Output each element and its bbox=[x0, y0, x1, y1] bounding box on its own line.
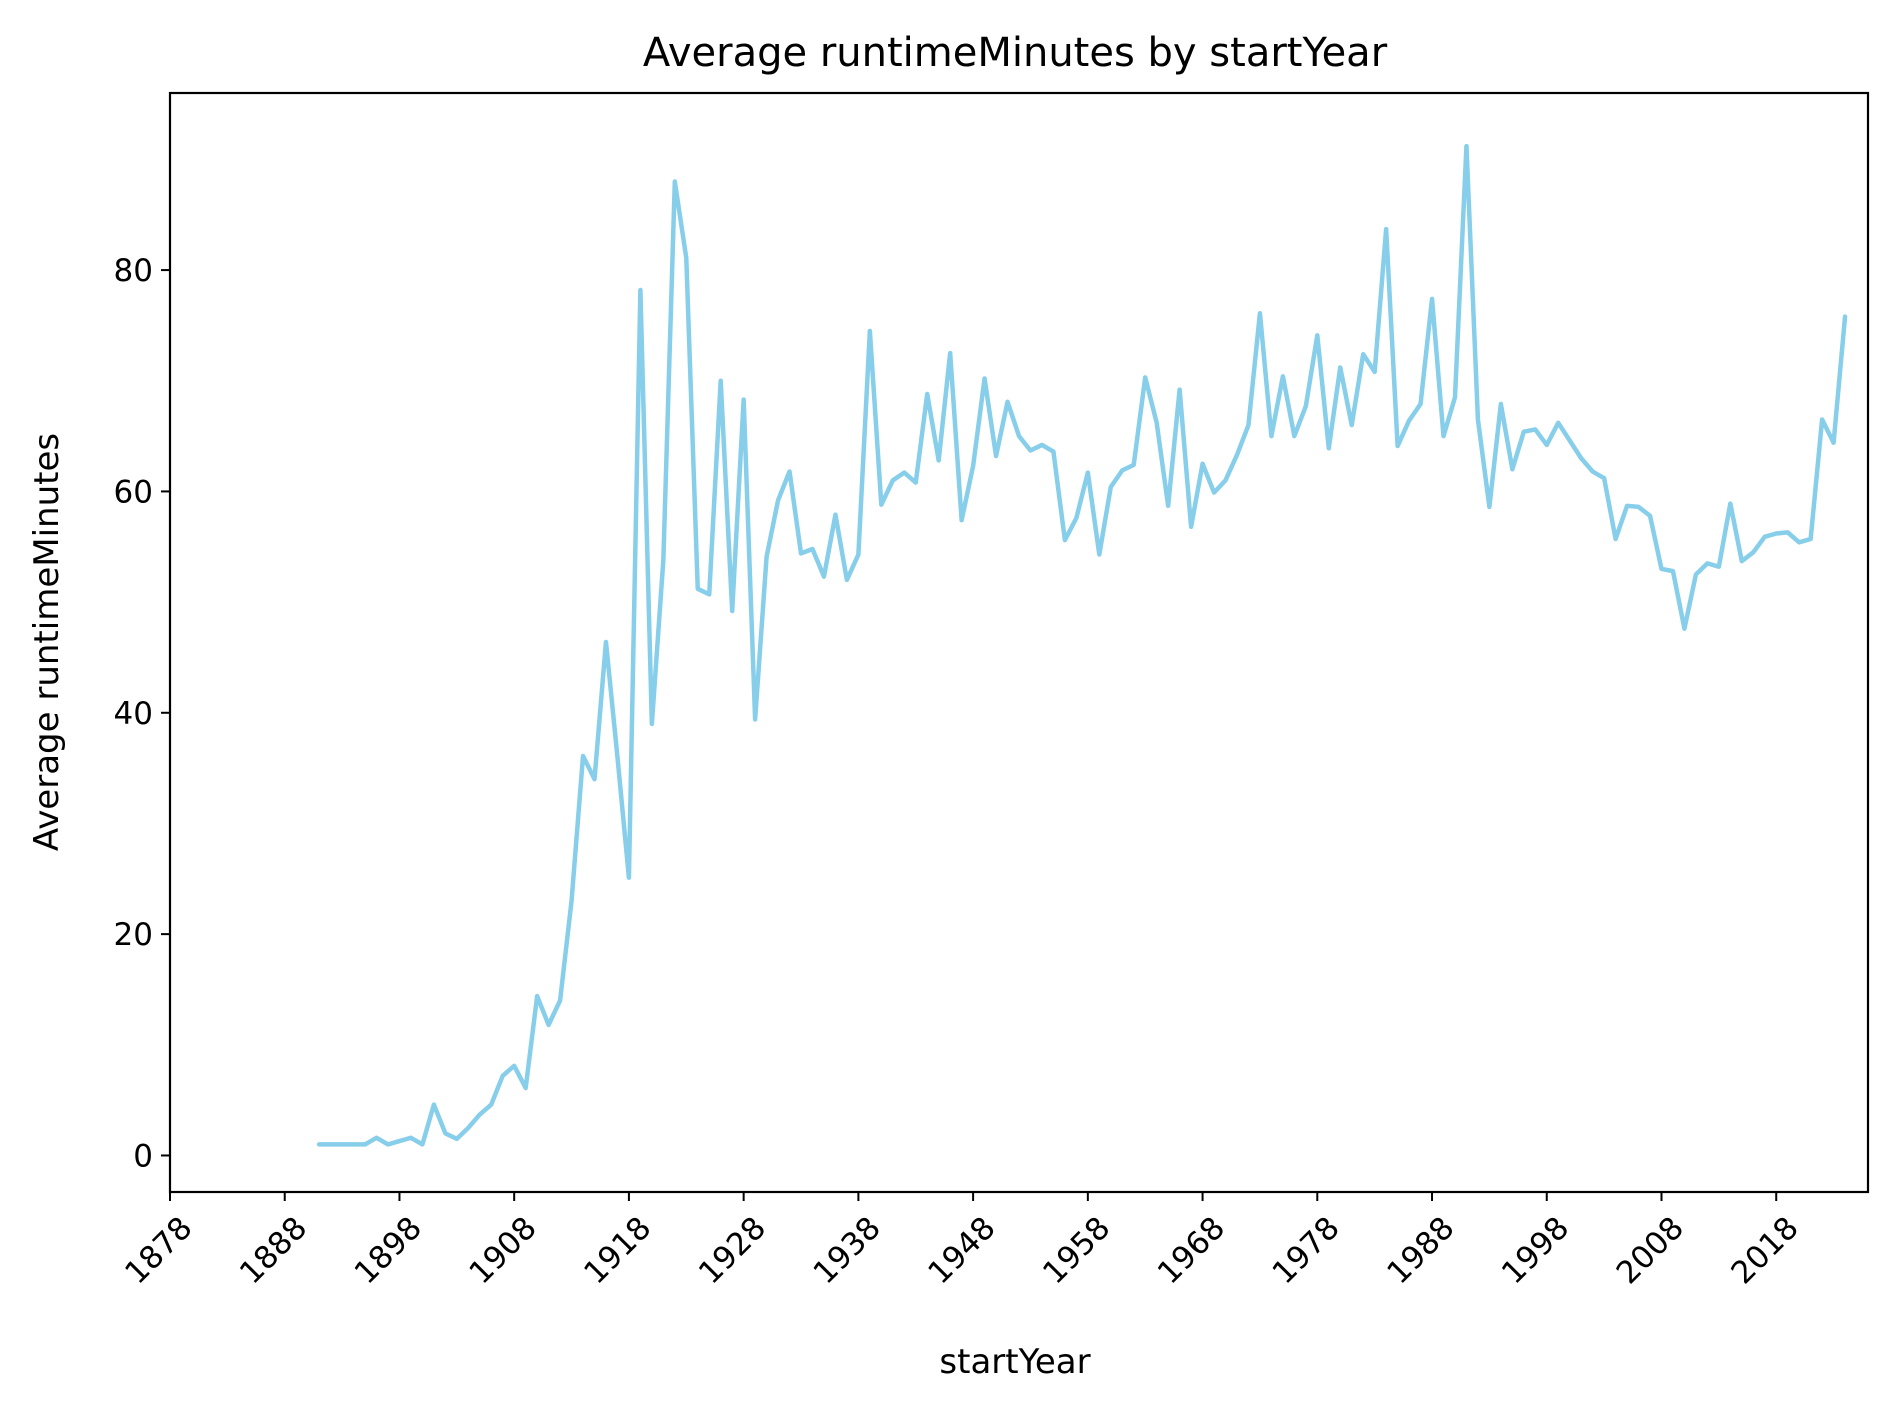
x-tick-label: 1908 bbox=[462, 1210, 543, 1291]
y-axis-label: Average runtimeMinutes bbox=[27, 433, 67, 851]
x-tick-label: 1938 bbox=[807, 1210, 888, 1291]
plot-area bbox=[316, 143, 1848, 1147]
y-tick-label: 60 bbox=[114, 474, 153, 510]
x-tick-label: 1948 bbox=[921, 1210, 1002, 1291]
x-tick-label: 2008 bbox=[1610, 1210, 1691, 1291]
x-tick-label: 1888 bbox=[233, 1210, 314, 1291]
x-tick-label: 1998 bbox=[1495, 1210, 1576, 1291]
chart-title: Average runtimeMinutes by startYear bbox=[643, 30, 1388, 76]
y-tick-label: 40 bbox=[114, 696, 153, 732]
x-tick-label: 2018 bbox=[1724, 1210, 1805, 1291]
x-axis: 1878 1888 1898 1908 1918 1928 1938 1948 1958 1968… bbox=[118, 1192, 1806, 1291]
x-tick-label: 1928 bbox=[692, 1210, 773, 1291]
y-tick-label: 20 bbox=[114, 917, 153, 953]
y-axis: 0 20 40 60 80 bbox=[114, 253, 170, 1174]
x-tick-label: 1978 bbox=[1266, 1210, 1347, 1291]
x-tick-label: 1918 bbox=[577, 1210, 658, 1291]
x-axis-label: startYear bbox=[939, 1342, 1090, 1382]
y-tick-label: 0 bbox=[133, 1138, 153, 1174]
x-tick-label: 1958 bbox=[1036, 1210, 1117, 1291]
y-tick-label: 80 bbox=[114, 253, 153, 289]
plot-frame bbox=[168, 91, 1870, 1194]
x-tick-label: 1988 bbox=[1380, 1210, 1461, 1291]
x-tick-label: 1968 bbox=[1151, 1210, 1232, 1291]
x-tick-label: 1878 bbox=[118, 1210, 199, 1291]
series-line-0 bbox=[316, 143, 1848, 1147]
x-tick-label: 1898 bbox=[348, 1210, 429, 1291]
